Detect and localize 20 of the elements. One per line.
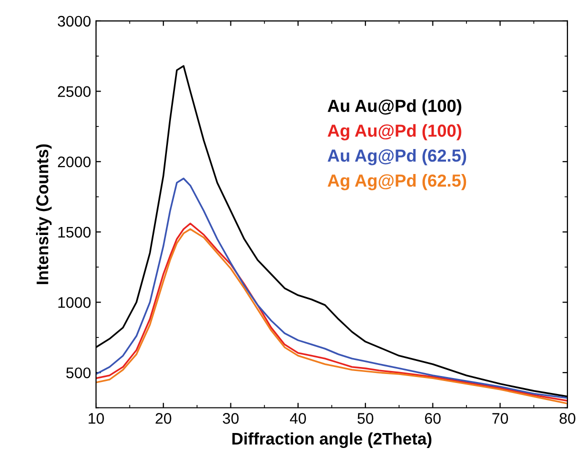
x-tick-label: 80 xyxy=(560,413,576,424)
text: Au Ag@Pd (62.5) xyxy=(328,149,466,166)
y-tick-label: 500 xyxy=(66,367,91,378)
x-axis-title: Diffraction angle (2Theta) xyxy=(232,432,432,448)
x-tick-label: 70 xyxy=(492,413,508,424)
y-tick-label: 2000 xyxy=(58,156,91,168)
y-tick-label: 1500 xyxy=(58,226,91,238)
x-tick-label: 40 xyxy=(290,413,306,424)
x-tick-label: 50 xyxy=(358,413,374,424)
text: Ag Au@Pd (100) xyxy=(328,124,462,140)
x-tick-label: 60 xyxy=(425,413,441,424)
y-tick-label: 1000 xyxy=(58,297,91,308)
text: Au Au@Pd (100) xyxy=(328,99,462,116)
text: Ag Ag@Pd (62.5) xyxy=(328,174,466,190)
x-tick-label: 20 xyxy=(156,413,172,424)
x-tick-label: 10 xyxy=(88,413,104,424)
x-tick-label: 30 xyxy=(222,413,239,424)
y-tick-label: 2500 xyxy=(58,86,91,97)
y-axis-title: Intensity (Counts) xyxy=(36,144,52,284)
y-tick-label: 3000 xyxy=(58,16,91,27)
